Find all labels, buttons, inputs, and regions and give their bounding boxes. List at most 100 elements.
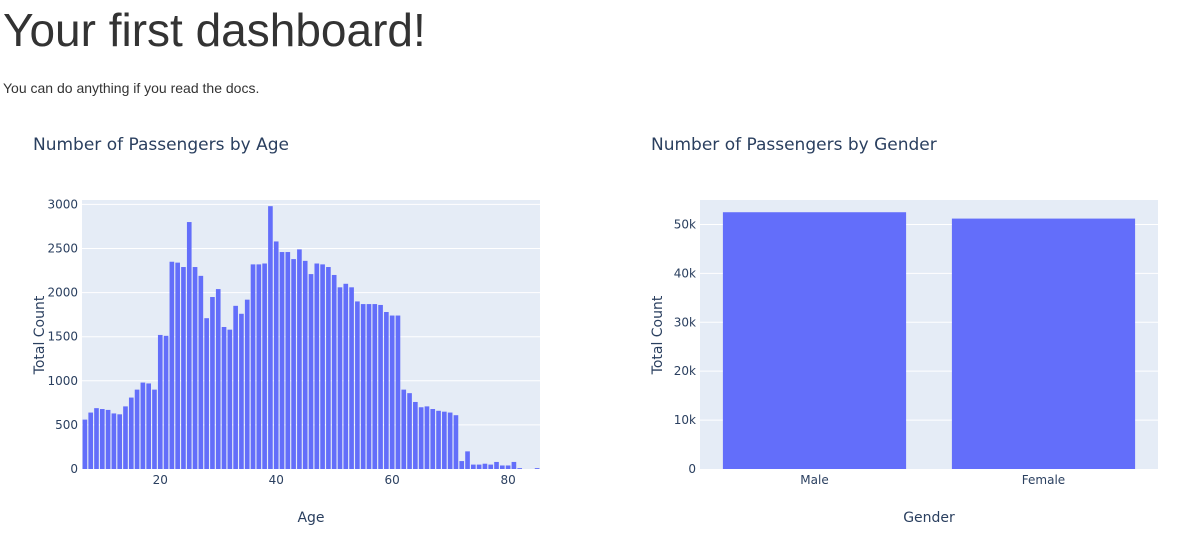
age-bar	[302, 260, 308, 469]
age-bar	[314, 263, 320, 469]
age-bar	[424, 406, 430, 469]
age-bars	[82, 206, 540, 469]
age-bar	[157, 334, 163, 469]
age-bar	[88, 412, 94, 469]
gender-bars	[722, 212, 1136, 469]
age-bar	[250, 264, 256, 469]
age-bar	[372, 304, 378, 469]
age-bar	[163, 335, 169, 469]
page-subtitle: You can do anything if you read the docs…	[3, 80, 260, 96]
age-bar	[360, 304, 366, 469]
age-y-tick-label: 2000	[47, 286, 78, 300]
gender-y-axis-title: Total Count	[650, 295, 666, 375]
gender-x-axis-title: Gender	[903, 510, 955, 526]
age-y-tick-label: 3000	[47, 197, 78, 211]
age-bar	[471, 464, 476, 469]
age-x-tick-label: 20	[153, 473, 168, 487]
age-bar	[210, 297, 215, 469]
age-bar	[517, 468, 523, 469]
gender-y-tick-label: 30k	[674, 315, 696, 329]
age-bar	[123, 406, 128, 469]
age-bar	[186, 222, 192, 469]
age-x-axis-title: Age	[297, 510, 324, 526]
age-bar	[134, 389, 140, 469]
age-y-axis-title: Total Count	[32, 295, 48, 375]
age-bar	[233, 305, 238, 469]
age-bar	[413, 401, 418, 469]
age-bar	[331, 274, 337, 469]
age-y-tick-label: 1000	[47, 374, 78, 388]
age-bar	[378, 304, 383, 469]
age-y-tick-label: 1500	[47, 330, 78, 344]
age-x-axis-ticks: 20 40 60 80	[153, 473, 516, 487]
age-bar	[152, 389, 157, 469]
age-histogram-chart[interactable]: Number of Passengers by Age 0 500 1000 1500…	[0, 118, 580, 538]
gender-bar-female	[951, 218, 1136, 469]
age-bar	[355, 301, 360, 469]
gender-bar-male	[722, 212, 907, 469]
age-bar	[430, 409, 436, 469]
age-bar	[401, 389, 407, 469]
age-bar	[488, 464, 494, 469]
age-bar	[169, 261, 175, 469]
gender-x-tick-label: Male	[800, 473, 828, 487]
age-bar	[337, 287, 343, 469]
age-bar	[395, 315, 401, 469]
age-bar	[505, 465, 511, 469]
age-bar	[366, 304, 372, 469]
age-bar	[273, 241, 279, 469]
age-bar	[204, 318, 209, 469]
gender-y-axis-ticks: 0 10k 20k 30k 40k 50k	[674, 217, 696, 476]
age-bar	[175, 262, 180, 469]
gender-y-tick-label: 10k	[674, 413, 696, 427]
age-bar	[297, 249, 302, 469]
age-bar	[442, 411, 447, 469]
age-bar	[285, 252, 291, 469]
age-bar	[82, 419, 88, 469]
age-bar	[447, 412, 453, 469]
age-bar	[343, 283, 349, 469]
gender-y-tick-label: 20k	[674, 364, 696, 378]
age-bar	[192, 267, 198, 469]
gender-y-tick-label: 50k	[674, 217, 696, 231]
age-bar	[407, 393, 412, 469]
age-bar	[198, 275, 204, 469]
age-x-tick-label: 60	[385, 473, 400, 487]
age-bar	[326, 267, 331, 469]
age-bar	[181, 267, 186, 469]
gender-chart-title: Number of Passengers by Gender	[651, 135, 937, 155]
age-bar	[453, 415, 459, 469]
gender-bar-chart[interactable]: Number of Passengers by Gender 0 10k 20k 30…	[618, 118, 1198, 538]
age-bar	[94, 408, 99, 469]
age-bar	[256, 264, 262, 469]
age-bar	[268, 206, 273, 469]
age-x-tick-label: 80	[500, 473, 515, 487]
gender-y-tick-label: 40k	[674, 266, 696, 280]
age-bar	[140, 382, 146, 469]
age-y-tick-label: 500	[55, 418, 78, 432]
age-bar	[534, 468, 540, 469]
age-y-tick-label: 0	[70, 462, 78, 476]
age-y-axis-ticks: 0 500 1000 1500 2000 2500 3000	[47, 197, 78, 476]
age-bar	[244, 299, 250, 469]
age-bar	[465, 451, 470, 469]
age-chart-title: Number of Passengers by Age	[33, 135, 289, 155]
age-bar	[511, 461, 517, 469]
age-bar	[227, 329, 233, 469]
age-bar	[117, 414, 123, 469]
age-bar	[308, 274, 314, 469]
age-bar	[499, 465, 505, 469]
age-bar	[459, 461, 465, 469]
gender-y-tick-label: 0	[688, 462, 696, 476]
age-bar	[349, 287, 354, 469]
age-bar	[239, 313, 244, 469]
age-bar	[320, 264, 325, 469]
age-bar	[291, 259, 296, 469]
age-bar	[111, 413, 117, 469]
age-bar	[279, 252, 285, 469]
age-bar	[221, 327, 227, 469]
age-bar	[436, 410, 441, 469]
age-bar	[389, 315, 395, 469]
age-bar	[262, 263, 267, 469]
age-x-tick-label: 40	[269, 473, 284, 487]
